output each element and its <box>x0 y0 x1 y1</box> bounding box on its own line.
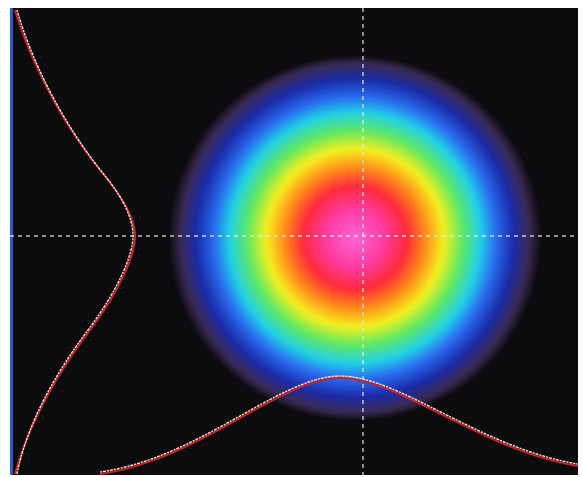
screen-edge <box>10 8 13 475</box>
vertical-profile-fit <box>14 9 137 475</box>
vertical-profile <box>16 9 134 475</box>
beam-spot <box>170 58 540 418</box>
horizontal-profile <box>99 375 579 473</box>
horizontal-profile-fit <box>99 376 579 475</box>
